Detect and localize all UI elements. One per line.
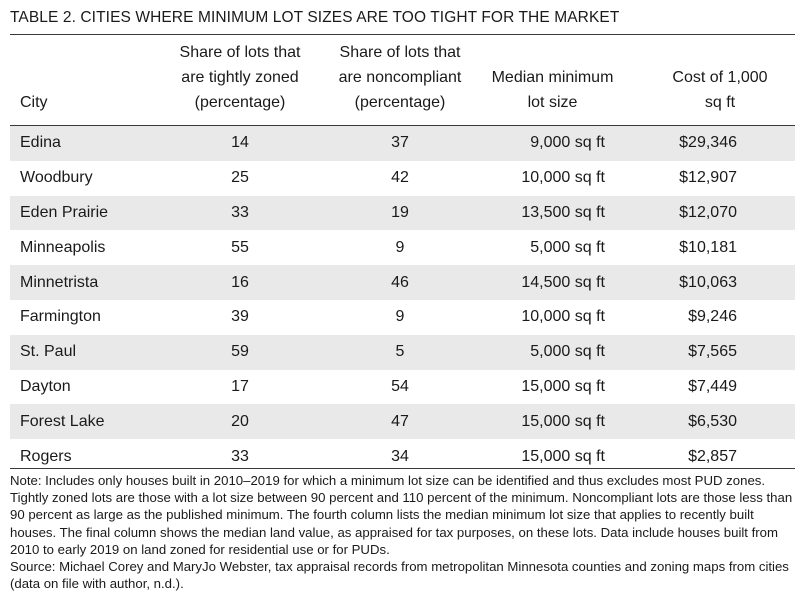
cell-city: Dayton <box>20 377 71 395</box>
cell-median: 14,500 sq ft <box>480 265 625 300</box>
header-cost: Cost of 1,000 sq ft <box>625 36 795 126</box>
cell-cost: $7,449 <box>688 377 737 395</box>
cell-median: 15,000 sq ft <box>521 447 605 465</box>
table-row: Forest Lake 20 47 15,000 sq ft $6,530 <box>10 404 795 440</box>
cell-median: 15,000 sq ft <box>521 377 605 395</box>
cell-tight: 17 <box>231 377 249 395</box>
cell-noncompliant: 5 <box>320 334 480 370</box>
cell-noncompliant: 46 <box>320 265 480 300</box>
header-median-lot-size: Median minimum lot size <box>480 36 625 126</box>
cell-tight: 16 <box>160 265 320 300</box>
cell-city: Minneapolis <box>20 238 106 256</box>
cell-median: 10,000 sq ft <box>521 308 605 326</box>
cell-median: 5,000 sq ft <box>530 238 605 256</box>
cell-median: 9,000 sq ft <box>480 125 625 161</box>
table-row: Rogers 33 34 15,000 sq ft $2,857 <box>10 439 795 474</box>
cell-tight: 59 <box>160 334 320 370</box>
table-title: TABLE 2. CITIES WHERE MINIMUM LOT SIZES … <box>10 9 620 26</box>
cell-noncompliant: 9 <box>395 238 405 256</box>
cell-median: 13,500 sq ft <box>480 195 625 231</box>
table-row: Minnetrista 16 46 14,500 sq ft $10,063 <box>10 265 795 300</box>
cell-noncompliant: 9 <box>395 308 405 326</box>
cell-cost: $6,530 <box>625 404 795 440</box>
bottom-rule <box>10 468 795 469</box>
table-row: Woodbury 25 42 10,000 sq ft $12,907 <box>10 161 795 196</box>
cell-noncompliant: 34 <box>391 447 409 465</box>
table-row: Farmington 39 9 10,000 sq ft $9,246 <box>10 300 795 335</box>
table-row: Minneapolis 55 9 5,000 sq ft $10,181 <box>10 230 795 265</box>
cell-tight: 14 <box>160 125 320 161</box>
cell-tight: 25 <box>231 169 249 187</box>
table-row: St. Paul 59 5 5,000 sq ft $7,565 <box>10 334 795 370</box>
cell-city: Forest Lake <box>10 404 160 440</box>
table-row: Edina 14 37 9,000 sq ft $29,346 <box>10 125 795 161</box>
cell-city: Farmington <box>20 308 101 326</box>
table-notes: Note: Includes only houses built in 2010… <box>10 472 796 592</box>
cell-tight: 33 <box>160 195 320 231</box>
cell-noncompliant: 37 <box>320 125 480 161</box>
cell-median: 10,000 sq ft <box>521 169 605 187</box>
cell-tight: 55 <box>231 238 249 256</box>
header-row: City Share of lots that are tightly zone… <box>10 36 795 126</box>
cell-city: Edina <box>10 125 160 161</box>
cell-city: Eden Prairie <box>10 195 160 231</box>
cell-tight: 20 <box>160 404 320 440</box>
cell-city: St. Paul <box>10 334 160 370</box>
table-row: Dayton 17 54 15,000 sq ft $7,449 <box>10 370 795 405</box>
top-rule <box>10 34 795 35</box>
cell-noncompliant: 19 <box>320 195 480 231</box>
cell-median: 5,000 sq ft <box>480 334 625 370</box>
data-table: City Share of lots that are tightly zone… <box>10 36 795 474</box>
cell-city: Rogers <box>20 447 72 465</box>
header-city: City <box>10 36 160 126</box>
note-text: Note: Includes only houses built in 2010… <box>10 473 793 557</box>
cell-cost: $7,565 <box>625 334 795 370</box>
cell-city: Woodbury <box>20 169 93 187</box>
cell-noncompliant: 47 <box>320 404 480 440</box>
table-row: Eden Prairie 33 19 13,500 sq ft $12,070 <box>10 195 795 231</box>
cell-city: Minnetrista <box>10 265 160 300</box>
cell-cost: $12,070 <box>625 195 795 231</box>
cell-cost: $12,907 <box>679 169 737 187</box>
cell-cost: $2,857 <box>688 447 737 465</box>
cell-cost: $9,246 <box>688 308 737 326</box>
cell-noncompliant: 42 <box>391 169 409 187</box>
cell-tight: 39 <box>231 308 249 326</box>
source-text: Source: Michael Corey and MaryJo Webster… <box>10 559 789 592</box>
cell-cost: $10,063 <box>625 265 795 300</box>
cell-tight: 33 <box>231 447 249 465</box>
cell-cost: $10,181 <box>679 238 737 256</box>
header-tightly-zoned: Share of lots that are tightly zoned (pe… <box>160 36 320 126</box>
cell-cost: $29,346 <box>625 125 795 161</box>
header-noncompliant: Share of lots that are noncompliant (per… <box>320 36 480 126</box>
cell-noncompliant: 54 <box>391 377 409 395</box>
cell-median: 15,000 sq ft <box>480 404 625 440</box>
